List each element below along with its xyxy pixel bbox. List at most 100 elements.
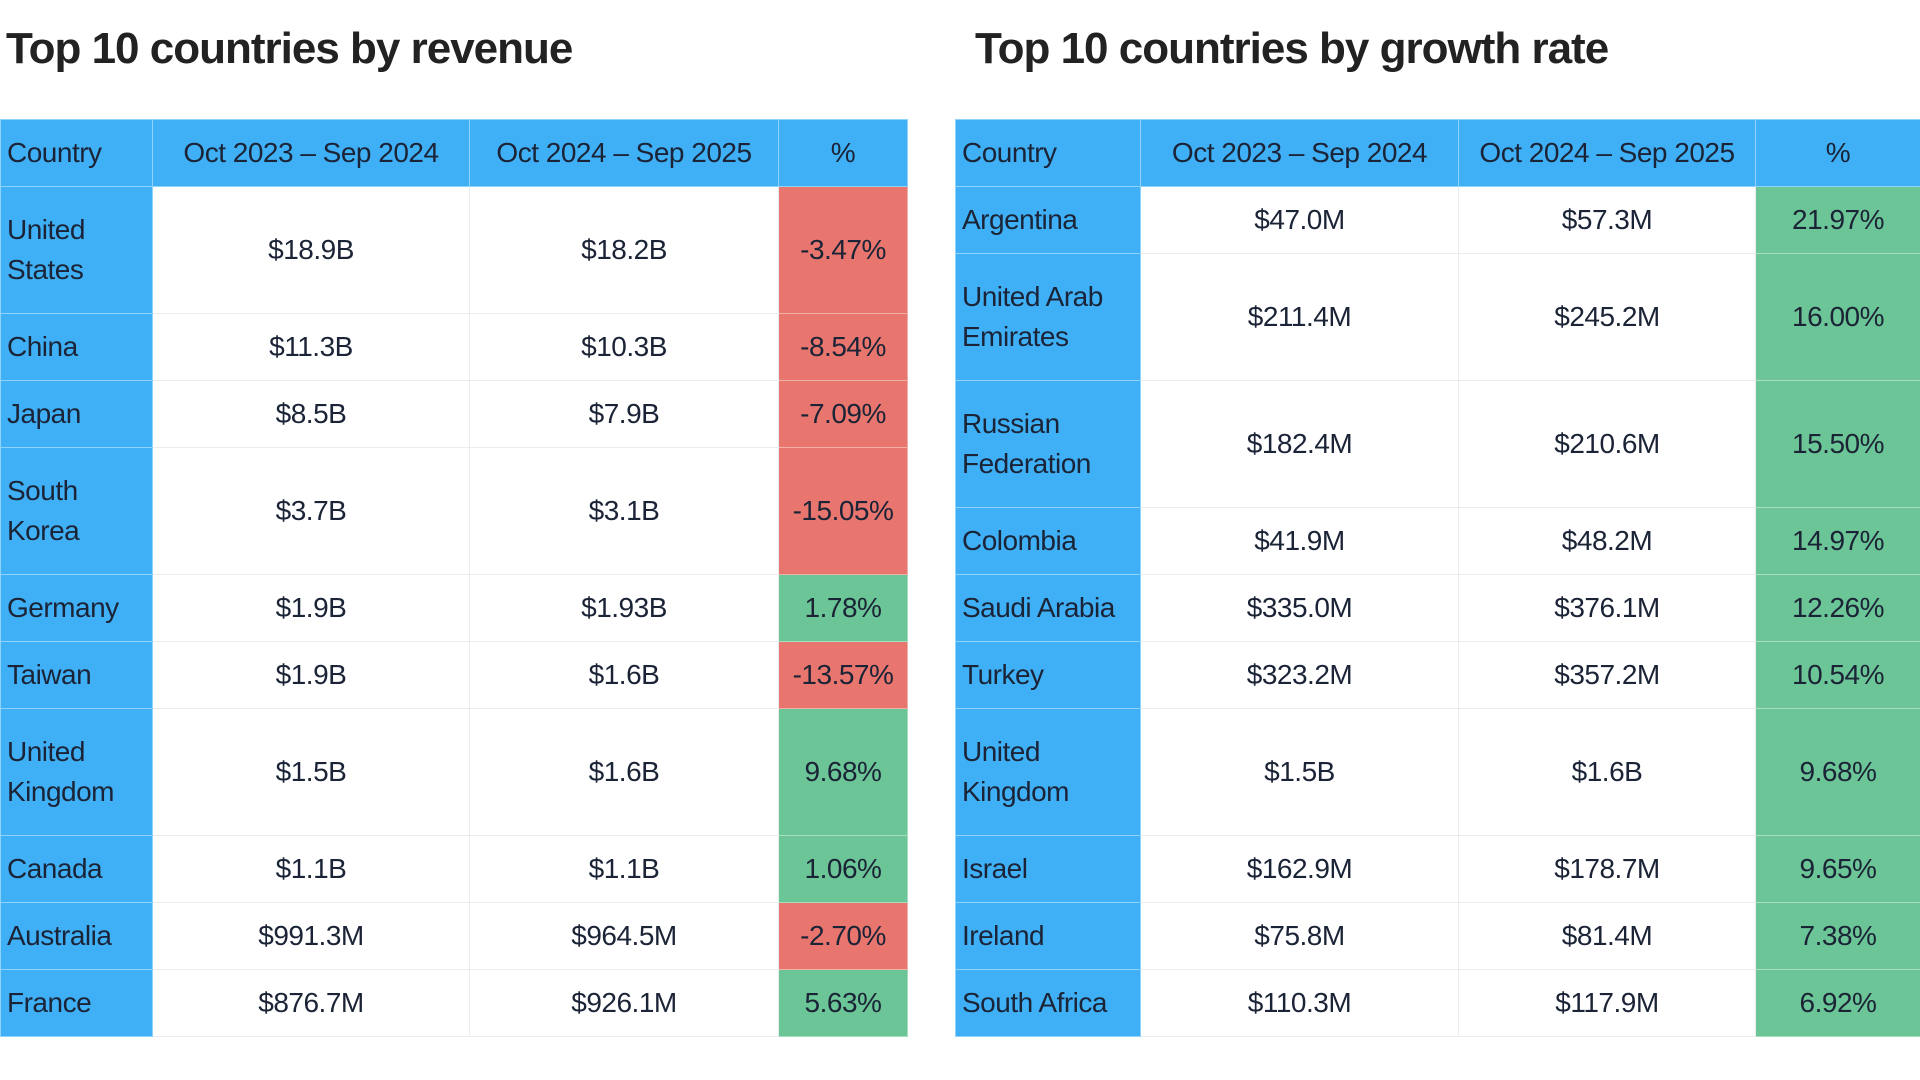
prev-period-cell: $1.5B <box>152 708 470 836</box>
curr-period-cell: $1.6B <box>469 641 779 709</box>
column-header-prev-period: Oct 2023 – Sep 2024 <box>152 119 470 187</box>
country-cell: Argentina <box>955 186 1141 254</box>
percent-change-cell: 6.92% <box>1755 969 1920 1037</box>
table-row: Turkey $323.2M $357.2M 10.54% <box>955 641 1920 709</box>
prev-period-cell: $41.9M <box>1140 507 1459 575</box>
percent-change-cell: 9.65% <box>1755 835 1920 903</box>
table-row: France $876.7M $926.1M 5.63% <box>0 969 908 1037</box>
prev-period-cell: $211.4M <box>1140 253 1459 381</box>
country-cell: Saudi Arabia <box>955 574 1141 642</box>
country-cell: United Kingdom <box>955 708 1141 836</box>
percent-change-cell: 14.97% <box>1755 507 1920 575</box>
table-row: Germany $1.9B $1.93B 1.78% <box>0 574 908 642</box>
prev-period-cell: $47.0M <box>1140 186 1459 254</box>
curr-period-cell: $1.6B <box>1458 708 1756 836</box>
prev-period-cell: $1.1B <box>152 835 470 903</box>
country-cell: South Korea <box>0 447 153 575</box>
prev-period-cell: $11.3B <box>152 313 470 381</box>
percent-change-cell: -3.47% <box>778 186 908 314</box>
curr-period-cell: $48.2M <box>1458 507 1756 575</box>
prev-period-cell: $1.9B <box>152 574 470 642</box>
percent-change-cell: 9.68% <box>778 708 908 836</box>
prev-period-cell: $162.9M <box>1140 835 1459 903</box>
country-cell: United Kingdom <box>0 708 153 836</box>
table-row: United States $18.9B $18.2B -3.47% <box>0 186 908 314</box>
percent-change-cell: 9.68% <box>1755 708 1920 836</box>
percent-change-cell: -8.54% <box>778 313 908 381</box>
table-row: Canada $1.1B $1.1B 1.06% <box>0 835 908 903</box>
prev-period-cell: $335.0M <box>1140 574 1459 642</box>
percent-change-cell: 1.78% <box>778 574 908 642</box>
column-header-country: Country <box>0 119 153 187</box>
prev-period-cell: $991.3M <box>152 902 470 970</box>
table-row: Japan $8.5B $7.9B -7.09% <box>0 380 908 448</box>
country-cell: Australia <box>0 902 153 970</box>
table-row: Argentina $47.0M $57.3M 21.97% <box>955 186 1920 254</box>
country-cell: Russian Federation <box>955 380 1141 508</box>
column-header-percent: % <box>778 119 908 187</box>
country-cell: Ireland <box>955 902 1141 970</box>
table-row: United Arab Emirates $211.4M $245.2M 16.00% <box>955 253 1920 381</box>
curr-period-cell: $10.3B <box>469 313 779 381</box>
country-cell: Turkey <box>955 641 1141 709</box>
table-row: Colombia $41.9M $48.2M 14.97% <box>955 507 1920 575</box>
header-row: Country Oct 2023 – Sep 2024 Oct 2024 – S… <box>0 119 908 187</box>
percent-change-cell: 21.97% <box>1755 186 1920 254</box>
country-cell: France <box>0 969 153 1037</box>
percent-change-cell: 12.26% <box>1755 574 1920 642</box>
column-header-prev-period: Oct 2023 – Sep 2024 <box>1140 119 1459 187</box>
curr-period-cell: $117.9M <box>1458 969 1756 1037</box>
curr-period-cell: $376.1M <box>1458 574 1756 642</box>
curr-period-cell: $1.6B <box>469 708 779 836</box>
percent-change-cell: 15.50% <box>1755 380 1920 508</box>
percent-change-cell: 10.54% <box>1755 641 1920 709</box>
prev-period-cell: $1.9B <box>152 641 470 709</box>
prev-period-cell: $1.5B <box>1140 708 1459 836</box>
prev-period-cell: $75.8M <box>1140 902 1459 970</box>
growth-table: Country Oct 2023 – Sep 2024 Oct 2024 – S… <box>955 119 1920 1037</box>
percent-change-cell: -7.09% <box>778 380 908 448</box>
table-row: Ireland $75.8M $81.4M 7.38% <box>955 902 1920 970</box>
prev-period-cell: $18.9B <box>152 186 470 314</box>
prev-period-cell: $876.7M <box>152 969 470 1037</box>
table-row: Taiwan $1.9B $1.6B -13.57% <box>0 641 908 709</box>
country-cell: Taiwan <box>0 641 153 709</box>
country-cell: Canada <box>0 835 153 903</box>
prev-period-cell: $182.4M <box>1140 380 1459 508</box>
table-row: Australia $991.3M $964.5M -2.70% <box>0 902 908 970</box>
column-header-curr-period: Oct 2024 – Sep 2025 <box>1458 119 1756 187</box>
curr-period-cell: $3.1B <box>469 447 779 575</box>
table-row: South Korea $3.7B $3.1B -15.05% <box>0 447 908 575</box>
table-row: China $11.3B $10.3B -8.54% <box>0 313 908 381</box>
header-row: Country Oct 2023 – Sep 2024 Oct 2024 – S… <box>955 119 1920 187</box>
table-row: United Kingdom $1.5B $1.6B 9.68% <box>955 708 1920 836</box>
column-header-country: Country <box>955 119 1141 187</box>
curr-period-cell: $357.2M <box>1458 641 1756 709</box>
percent-change-cell: 1.06% <box>778 835 908 903</box>
table-row: Saudi Arabia $335.0M $376.1M 12.26% <box>955 574 1920 642</box>
percent-change-cell: 7.38% <box>1755 902 1920 970</box>
table-row: Israel $162.9M $178.7M 9.65% <box>955 835 1920 903</box>
curr-period-cell: $57.3M <box>1458 186 1756 254</box>
prev-period-cell: $110.3M <box>1140 969 1459 1037</box>
table-row: South Africa $110.3M $117.9M 6.92% <box>955 969 1920 1037</box>
table-row: United Kingdom $1.5B $1.6B 9.68% <box>0 708 908 836</box>
curr-period-cell: $210.6M <box>1458 380 1756 508</box>
table-row: Russian Federation $182.4M $210.6M 15.50% <box>955 380 1920 508</box>
percent-change-cell: 5.63% <box>778 969 908 1037</box>
country-cell: Israel <box>955 835 1141 903</box>
curr-period-cell: $18.2B <box>469 186 779 314</box>
country-cell: South Africa <box>955 969 1141 1037</box>
curr-period-cell: $245.2M <box>1458 253 1756 381</box>
curr-period-cell: $1.93B <box>469 574 779 642</box>
curr-period-cell: $81.4M <box>1458 902 1756 970</box>
curr-period-cell: $964.5M <box>469 902 779 970</box>
revenue-table: Country Oct 2023 – Sep 2024 Oct 2024 – S… <box>0 119 908 1037</box>
column-header-curr-period: Oct 2024 – Sep 2025 <box>469 119 779 187</box>
country-cell: United States <box>0 186 153 314</box>
country-cell: United Arab Emirates <box>955 253 1141 381</box>
country-cell: Japan <box>0 380 153 448</box>
curr-period-cell: $1.1B <box>469 835 779 903</box>
percent-change-cell: 16.00% <box>1755 253 1920 381</box>
country-cell: Germany <box>0 574 153 642</box>
